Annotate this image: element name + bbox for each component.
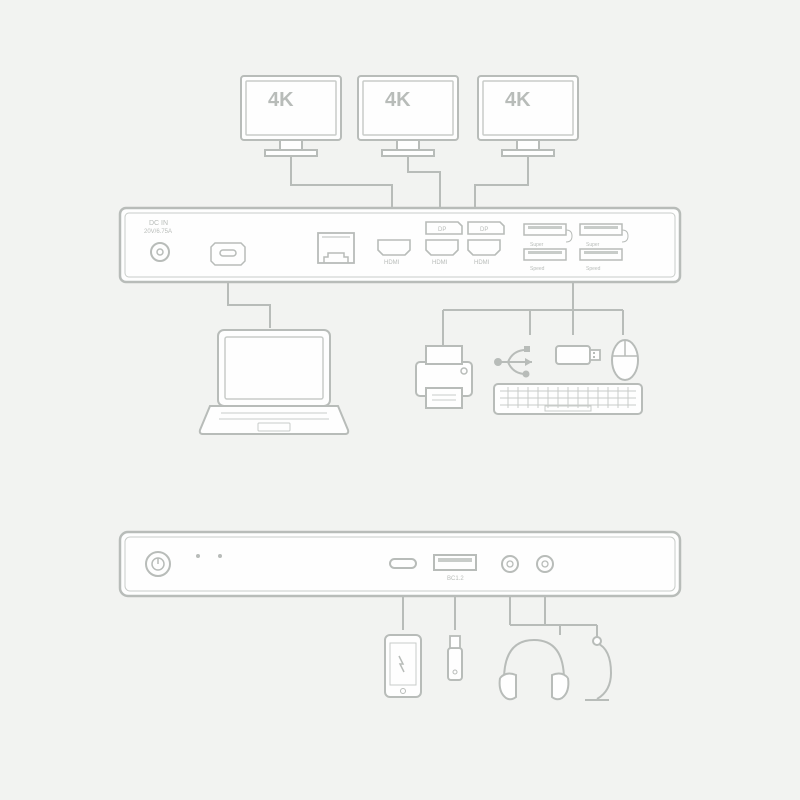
mouse-icon (612, 340, 638, 380)
dc-label: DC IN (149, 220, 168, 227)
flash-drive-small-icon (448, 636, 462, 680)
svg-text:HDMI: HDMI (432, 260, 448, 266)
microphone-icon (585, 637, 611, 700)
svg-text:Speed: Speed (586, 266, 601, 272)
dock-rear: DC IN 20V/6.75A HDMI DP HDMI DP (120, 208, 680, 282)
monitor-1-icon (241, 76, 341, 156)
svg-text:HDMI: HDMI (474, 260, 490, 266)
monitor-2-icon (358, 76, 458, 156)
peripheral-connections (443, 283, 623, 345)
dock-front: BC1.2 (120, 532, 680, 596)
svg-text:Speed: Speed (530, 266, 545, 272)
svg-text:DP: DP (480, 227, 488, 233)
docking-station-diagram: DC IN 20V/6.75A HDMI DP HDMI DP (0, 0, 800, 800)
monitor-3-label: 4K (505, 89, 531, 112)
laptop-icon (200, 330, 348, 434)
svg-text:Super: Super (530, 242, 544, 248)
phone-icon (385, 635, 421, 697)
svg-text:BC1.2: BC1.2 (447, 576, 464, 582)
svg-text:20V/6.75A: 20V/6.75A (144, 229, 172, 235)
keyboard-icon (494, 384, 642, 414)
headphones-icon (500, 640, 569, 699)
monitor-1-label: 4K (268, 89, 294, 112)
monitor-connections (291, 157, 528, 207)
svg-text:Super: Super (586, 242, 600, 248)
svg-text:DP: DP (438, 227, 446, 233)
flash-drive-icon (556, 346, 600, 364)
laptop-connection (228, 282, 270, 328)
monitor-2-label: 4K (385, 89, 411, 112)
monitor-3-icon (478, 76, 578, 156)
usb-symbol-icon (494, 346, 532, 378)
svg-text:HDMI: HDMI (384, 260, 400, 266)
front-connections (403, 597, 597, 640)
printer-icon (416, 346, 472, 408)
